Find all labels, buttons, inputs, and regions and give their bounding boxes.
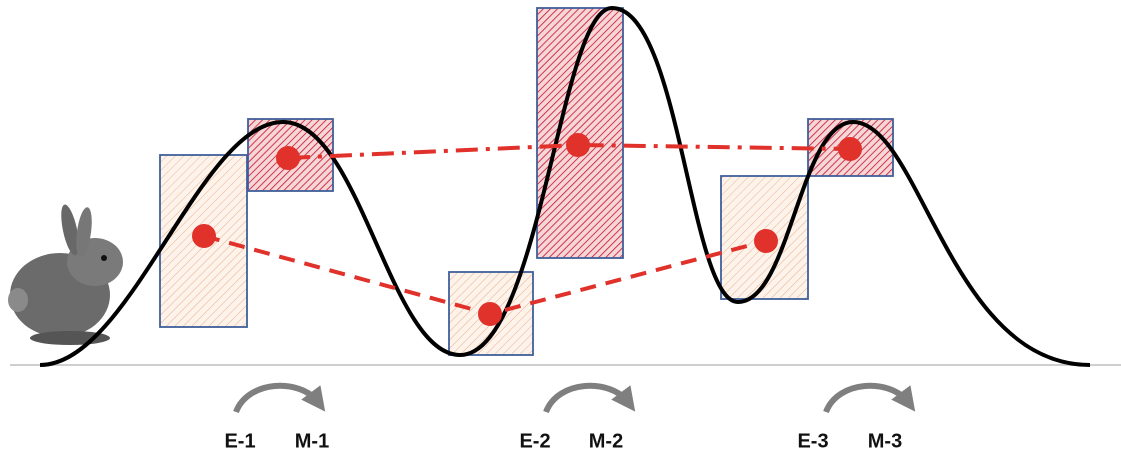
- stage-boxes: [159, 7, 894, 356]
- mature-label: M-2: [589, 430, 623, 452]
- dot: [566, 133, 590, 157]
- dots: [192, 133, 862, 326]
- dot: [478, 302, 502, 326]
- mature-label: M-1: [295, 430, 329, 452]
- arrow: [543, 382, 636, 414]
- early-box: [448, 271, 534, 356]
- transition-arrows: [233, 382, 916, 414]
- mature-label: M-3: [868, 430, 902, 452]
- early-label: E-1: [224, 430, 255, 452]
- arrow: [233, 382, 326, 414]
- dot: [276, 146, 300, 170]
- mature-line: [287, 142, 851, 160]
- dot: [192, 224, 216, 248]
- curve: [39, 5, 1091, 367]
- early-label: E-3: [797, 430, 828, 452]
- dot: [754, 229, 778, 253]
- dot: [838, 137, 862, 161]
- arrow: [823, 382, 916, 414]
- mature-box: [536, 7, 624, 259]
- early-label: E-2: [519, 430, 550, 452]
